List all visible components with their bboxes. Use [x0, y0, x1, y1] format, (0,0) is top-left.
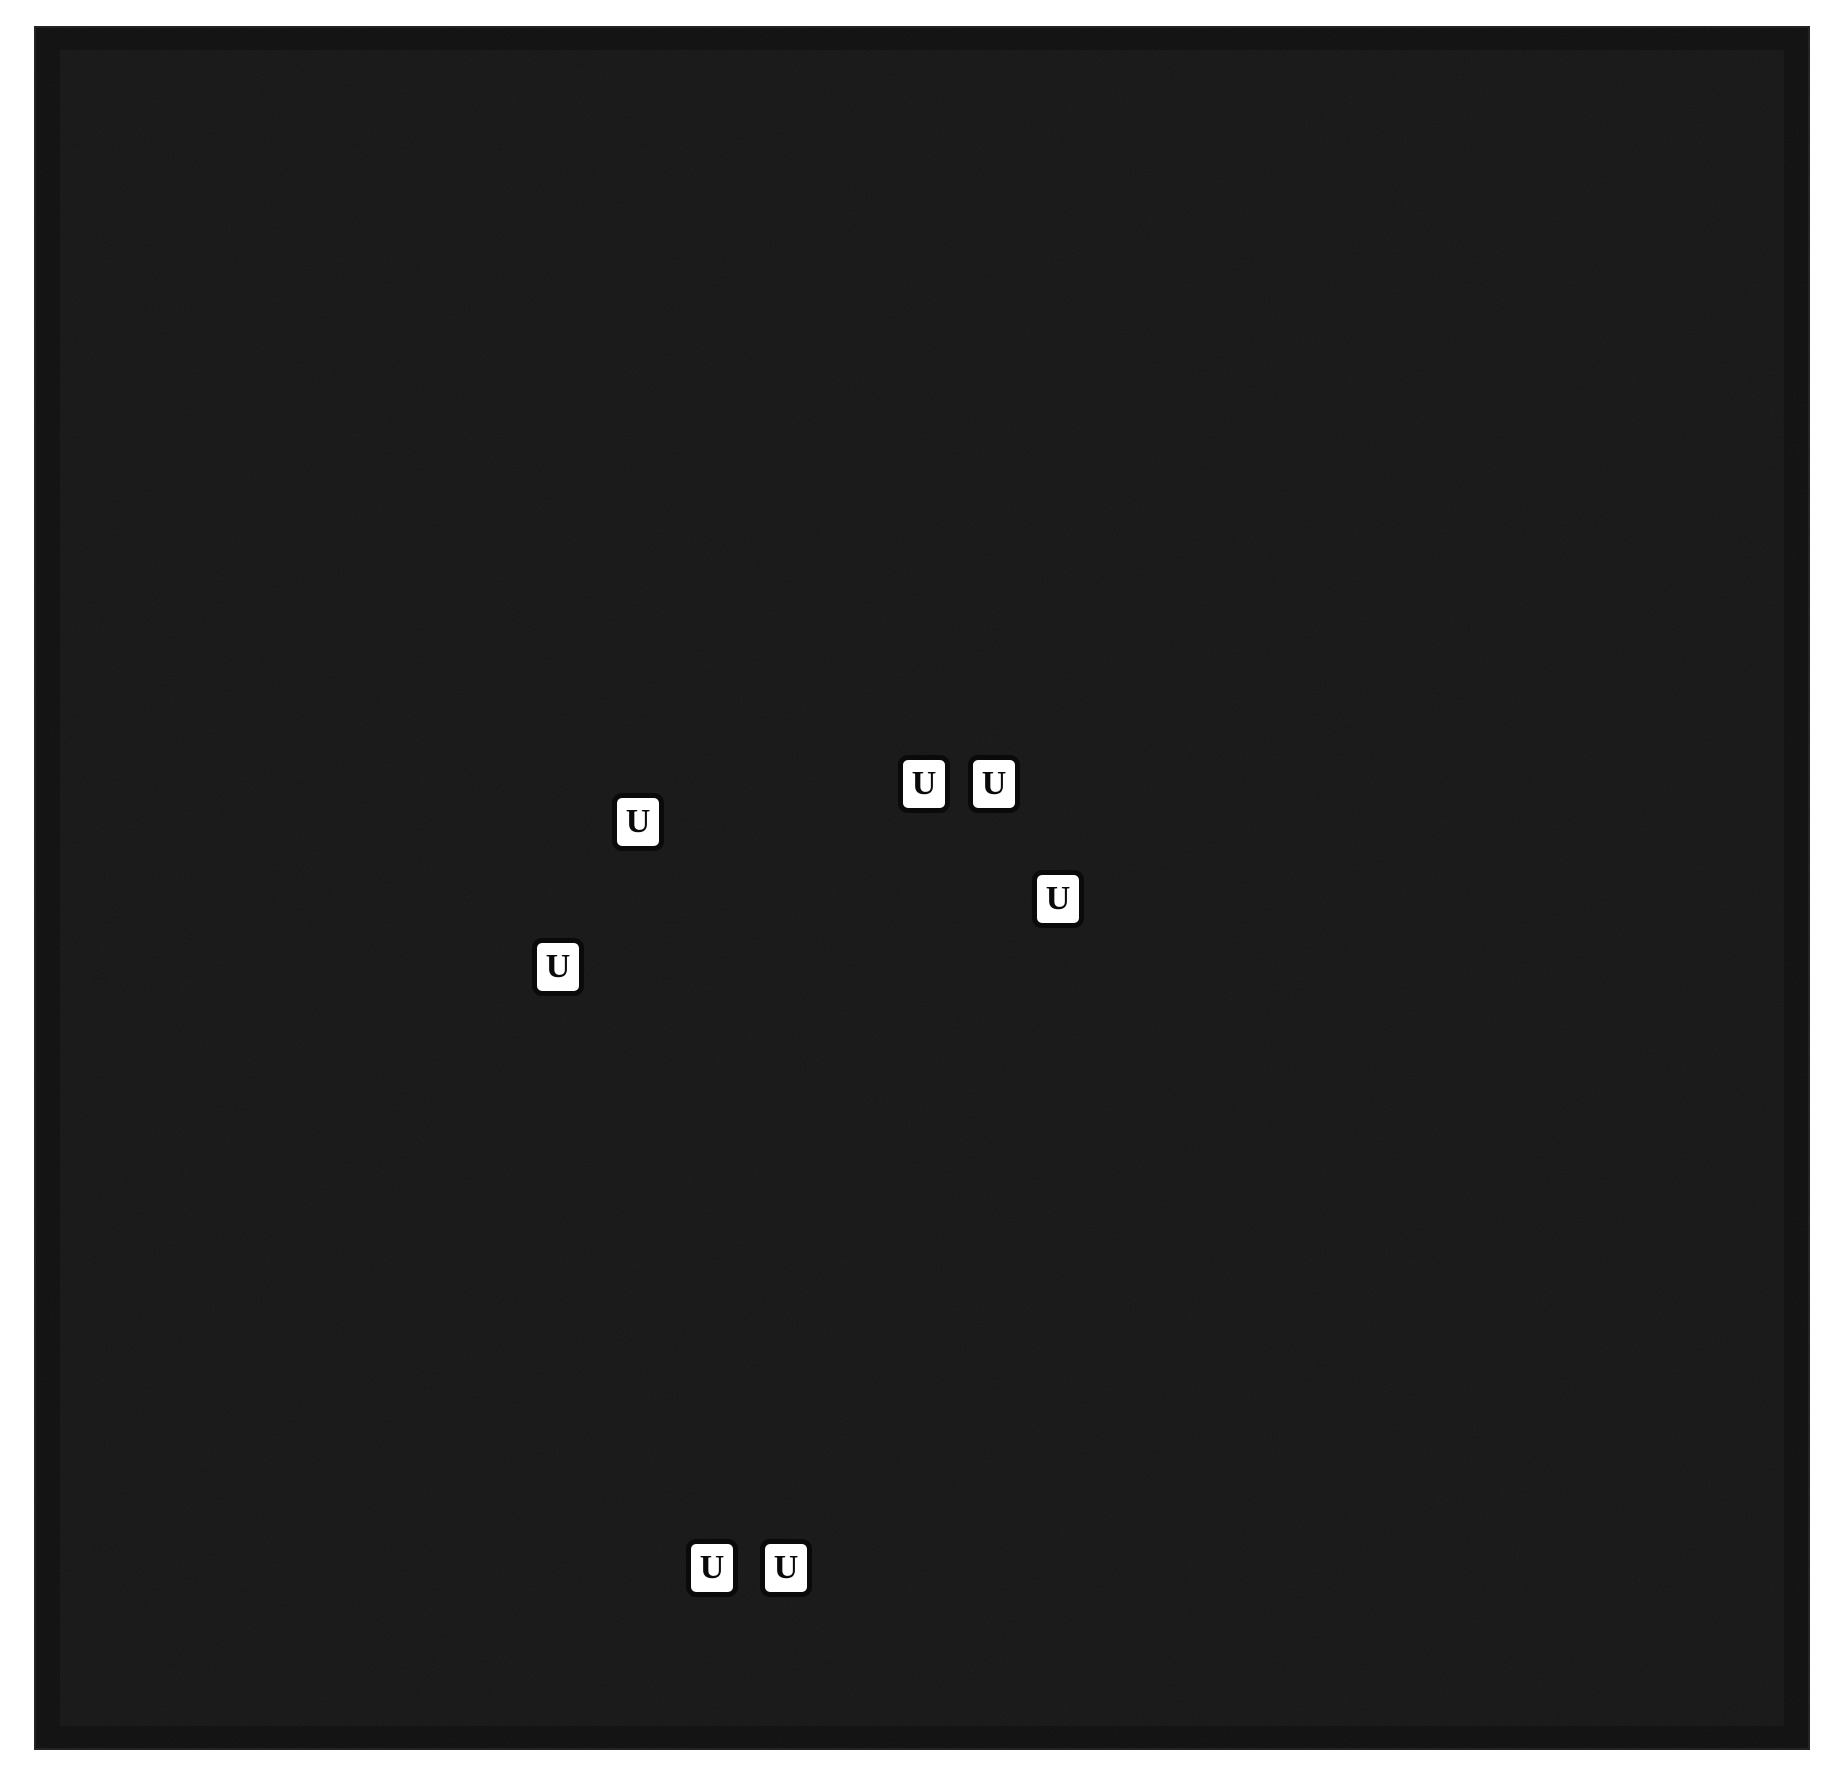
marker-u1: U — [898, 755, 950, 813]
marker-u7: U — [760, 1539, 812, 1597]
marker-label: U — [546, 950, 571, 984]
marker-label: U — [912, 767, 937, 801]
marker-label: U — [982, 767, 1007, 801]
marker-u2: U — [968, 755, 1020, 813]
inner-frame — [60, 50, 1784, 1726]
marker-u4: U — [1032, 870, 1084, 928]
marker-u5: U — [532, 938, 584, 996]
canvas: U U U U U U U — [0, 0, 1839, 1792]
marker-label: U — [700, 1551, 725, 1585]
marker-label: U — [1046, 882, 1071, 916]
marker-label: U — [774, 1551, 799, 1585]
marker-u6: U — [686, 1539, 738, 1597]
marker-u3: U — [612, 793, 664, 851]
marker-label: U — [626, 805, 651, 839]
